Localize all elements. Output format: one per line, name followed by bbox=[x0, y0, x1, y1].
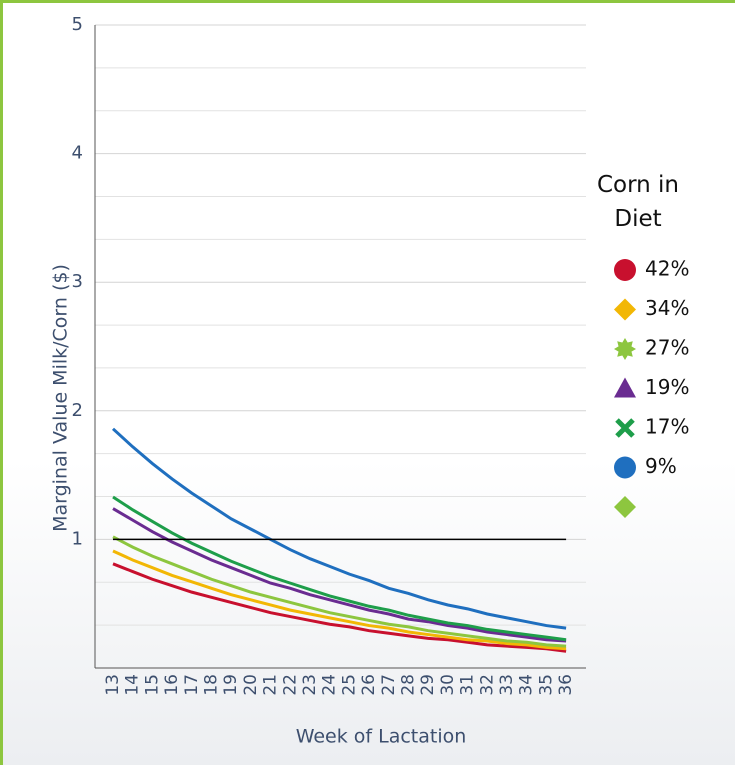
x-tick-label: 20 bbox=[241, 674, 261, 696]
x-tick-label: 15 bbox=[142, 674, 162, 696]
legend-marker bbox=[614, 496, 636, 518]
legend-label: 17% bbox=[645, 415, 689, 439]
legend-item: 34% bbox=[614, 296, 689, 321]
x-tick-label: 19 bbox=[221, 674, 241, 696]
series-line bbox=[112, 507, 567, 643]
chart: Marginal Value Milk/Corn ($) Week of Lac… bbox=[50, 14, 690, 748]
x-tick-label: 27 bbox=[379, 674, 399, 696]
x-tick-label: 28 bbox=[399, 674, 419, 696]
series-line bbox=[111, 427, 567, 630]
legend-marker bbox=[614, 456, 636, 479]
legend-item: 27% bbox=[614, 336, 689, 360]
x-tick-label: 17 bbox=[182, 674, 202, 696]
series-line bbox=[112, 549, 567, 651]
y-tick-label: 5 bbox=[72, 14, 83, 35]
legend-marker bbox=[614, 377, 636, 398]
series-line bbox=[112, 535, 567, 648]
x-tick-label: 32 bbox=[477, 674, 497, 696]
x-tick-label: 13 bbox=[103, 674, 123, 696]
legend-title: Corn in Diet bbox=[596, 172, 680, 232]
series-line bbox=[112, 562, 567, 653]
x-tick-label: 36 bbox=[556, 674, 576, 696]
legend-label: 42% bbox=[645, 257, 689, 281]
legend-item: 19% bbox=[614, 375, 689, 399]
y-tick-label: 4 bbox=[72, 143, 83, 164]
x-axis-label: Week of Lactation bbox=[296, 726, 467, 748]
x-tick-label: 16 bbox=[162, 674, 182, 696]
x-tick-label: 18 bbox=[202, 674, 222, 696]
legend-marker bbox=[614, 338, 636, 360]
legend-item: 9% bbox=[614, 454, 677, 479]
x-tick-label: 26 bbox=[359, 674, 379, 696]
legend-item: 17% bbox=[615, 415, 689, 439]
y-tick-label: 2 bbox=[72, 400, 83, 421]
x-tick-label: 33 bbox=[497, 674, 517, 696]
x-tick-label: 29 bbox=[418, 674, 438, 696]
x-tick-label: 24 bbox=[320, 674, 340, 696]
x-tick-label: 34 bbox=[517, 674, 537, 696]
x-tick-label: 31 bbox=[458, 674, 478, 696]
y-tick-label: 1 bbox=[72, 528, 83, 549]
legend-item: 42% bbox=[614, 257, 689, 281]
legend-item bbox=[614, 496, 636, 518]
legend-marker bbox=[614, 259, 636, 281]
x-tick-label: 14 bbox=[123, 674, 143, 696]
x-tick-label: 30 bbox=[438, 674, 458, 696]
legend-marker bbox=[614, 298, 636, 321]
x-tick-label: 22 bbox=[280, 674, 300, 696]
y-tick-label: 3 bbox=[72, 271, 83, 292]
x-tick-label: 21 bbox=[261, 674, 281, 696]
x-tick-label: 25 bbox=[339, 674, 359, 696]
legend-marker bbox=[615, 418, 635, 438]
series-line bbox=[112, 495, 567, 642]
legend-label: 34% bbox=[645, 296, 689, 320]
y-axis-label: Marginal Value Milk/Corn ($) bbox=[50, 264, 72, 532]
legend-label: 9% bbox=[645, 454, 677, 478]
x-tick-label: 35 bbox=[536, 674, 556, 696]
legend-label: 27% bbox=[645, 336, 689, 360]
x-tick-label: 23 bbox=[300, 674, 320, 696]
legend-label: 19% bbox=[645, 375, 689, 399]
